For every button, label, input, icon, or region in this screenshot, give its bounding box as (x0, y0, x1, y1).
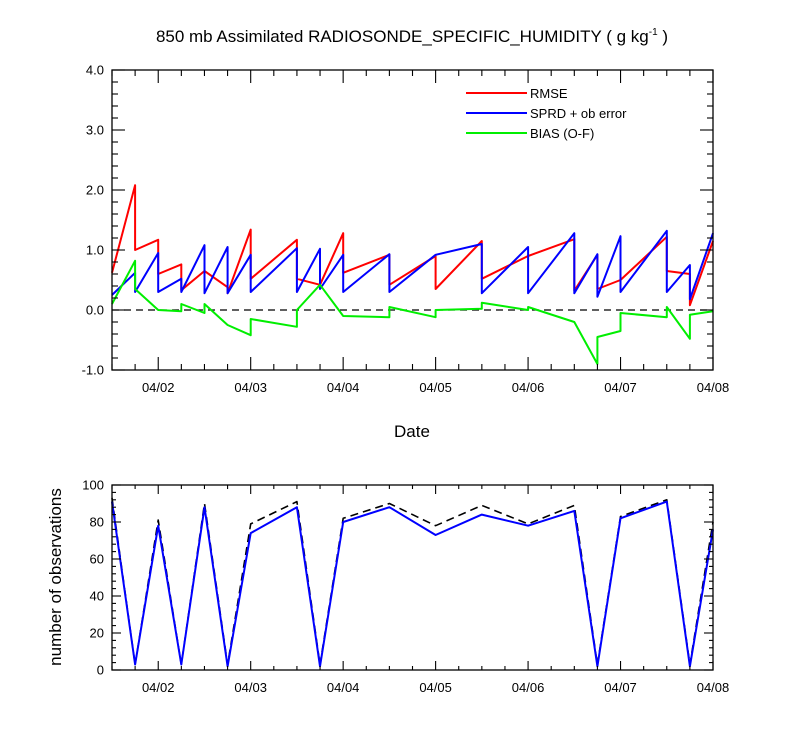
bottom-x-tick-labels: 04/02 04/03 04/04 04/05 04/06 04/07 04/08 (142, 680, 729, 695)
top-x-tick-labels: 04/02 04/03 04/04 04/05 04/06 04/07 04/08 (142, 380, 729, 395)
legend-label-rmse: RMSE (530, 86, 568, 101)
x-tick-label: 04/03 (234, 680, 267, 695)
y-tick-label: 0 (97, 663, 104, 678)
x-axis-title: Date (394, 422, 430, 441)
x-tick-label: 04/08 (697, 380, 730, 395)
top-y-tick-labels: -1.0 0.0 1.0 2.0 3.0 4.0 (82, 63, 104, 378)
y-tick-label: 1.0 (86, 243, 104, 258)
x-tick-label: 04/02 (142, 680, 175, 695)
x-tick-label: 04/03 (234, 380, 267, 395)
x-tick-label: 04/07 (604, 380, 637, 395)
legend-label-bias: BIAS (O-F) (530, 126, 594, 141)
y-tick-label: 20 (90, 626, 104, 641)
y-tick-label: 0.0 (86, 303, 104, 318)
x-tick-label: 04/04 (327, 380, 360, 395)
x-tick-label: 04/05 (419, 680, 452, 695)
bottom-plot-frame (111, 484, 714, 671)
y-axis-title-observations: number of observations (46, 488, 65, 666)
y-tick-label: 3.0 (86, 123, 104, 138)
y-tick-label: 40 (90, 589, 104, 604)
x-tick-label: 04/02 (142, 380, 175, 395)
legend: RMSE SPRD + ob error BIAS (O-F) (466, 86, 627, 141)
bottom-axis-ticks (111, 484, 714, 671)
top-series-group (111, 184, 714, 365)
legend-label-spread: SPRD + ob error (530, 106, 627, 121)
chart-title: 850 mb Assimilated RADIOSONDE_SPECIFIC_H… (156, 27, 668, 46)
series-line-bias-o-f (111, 259, 714, 365)
y-tick-label: 80 (90, 515, 104, 530)
x-tick-label: 04/04 (327, 680, 360, 695)
x-tick-label: 04/06 (512, 380, 545, 395)
x-tick-label: 04/06 (512, 680, 545, 695)
y-tick-label: 4.0 (86, 63, 104, 78)
x-tick-label: 04/07 (604, 680, 637, 695)
y-tick-label: -1.0 (82, 363, 104, 378)
bottom-series-group (111, 497, 714, 668)
series-line-rmse (111, 184, 714, 307)
rmse-spread-bias-panel: -1.0 0.0 1.0 2.0 3.0 4.0 04/02 04/03 04/04 04/05… (82, 63, 730, 442)
y-tick-label: 60 (90, 552, 104, 567)
x-tick-label: 04/05 (419, 380, 452, 395)
y-tick-label: 100 (82, 478, 104, 493)
series-line-sprd-ob-error (111, 229, 714, 301)
bottom-y-tick-labels: 0 20 40 60 80 100 (82, 478, 104, 678)
series-line-observations-assimilated (111, 500, 714, 668)
y-tick-label: 2.0 (86, 183, 104, 198)
x-tick-label: 04/08 (697, 680, 730, 695)
top-axis-ticks (111, 69, 714, 371)
